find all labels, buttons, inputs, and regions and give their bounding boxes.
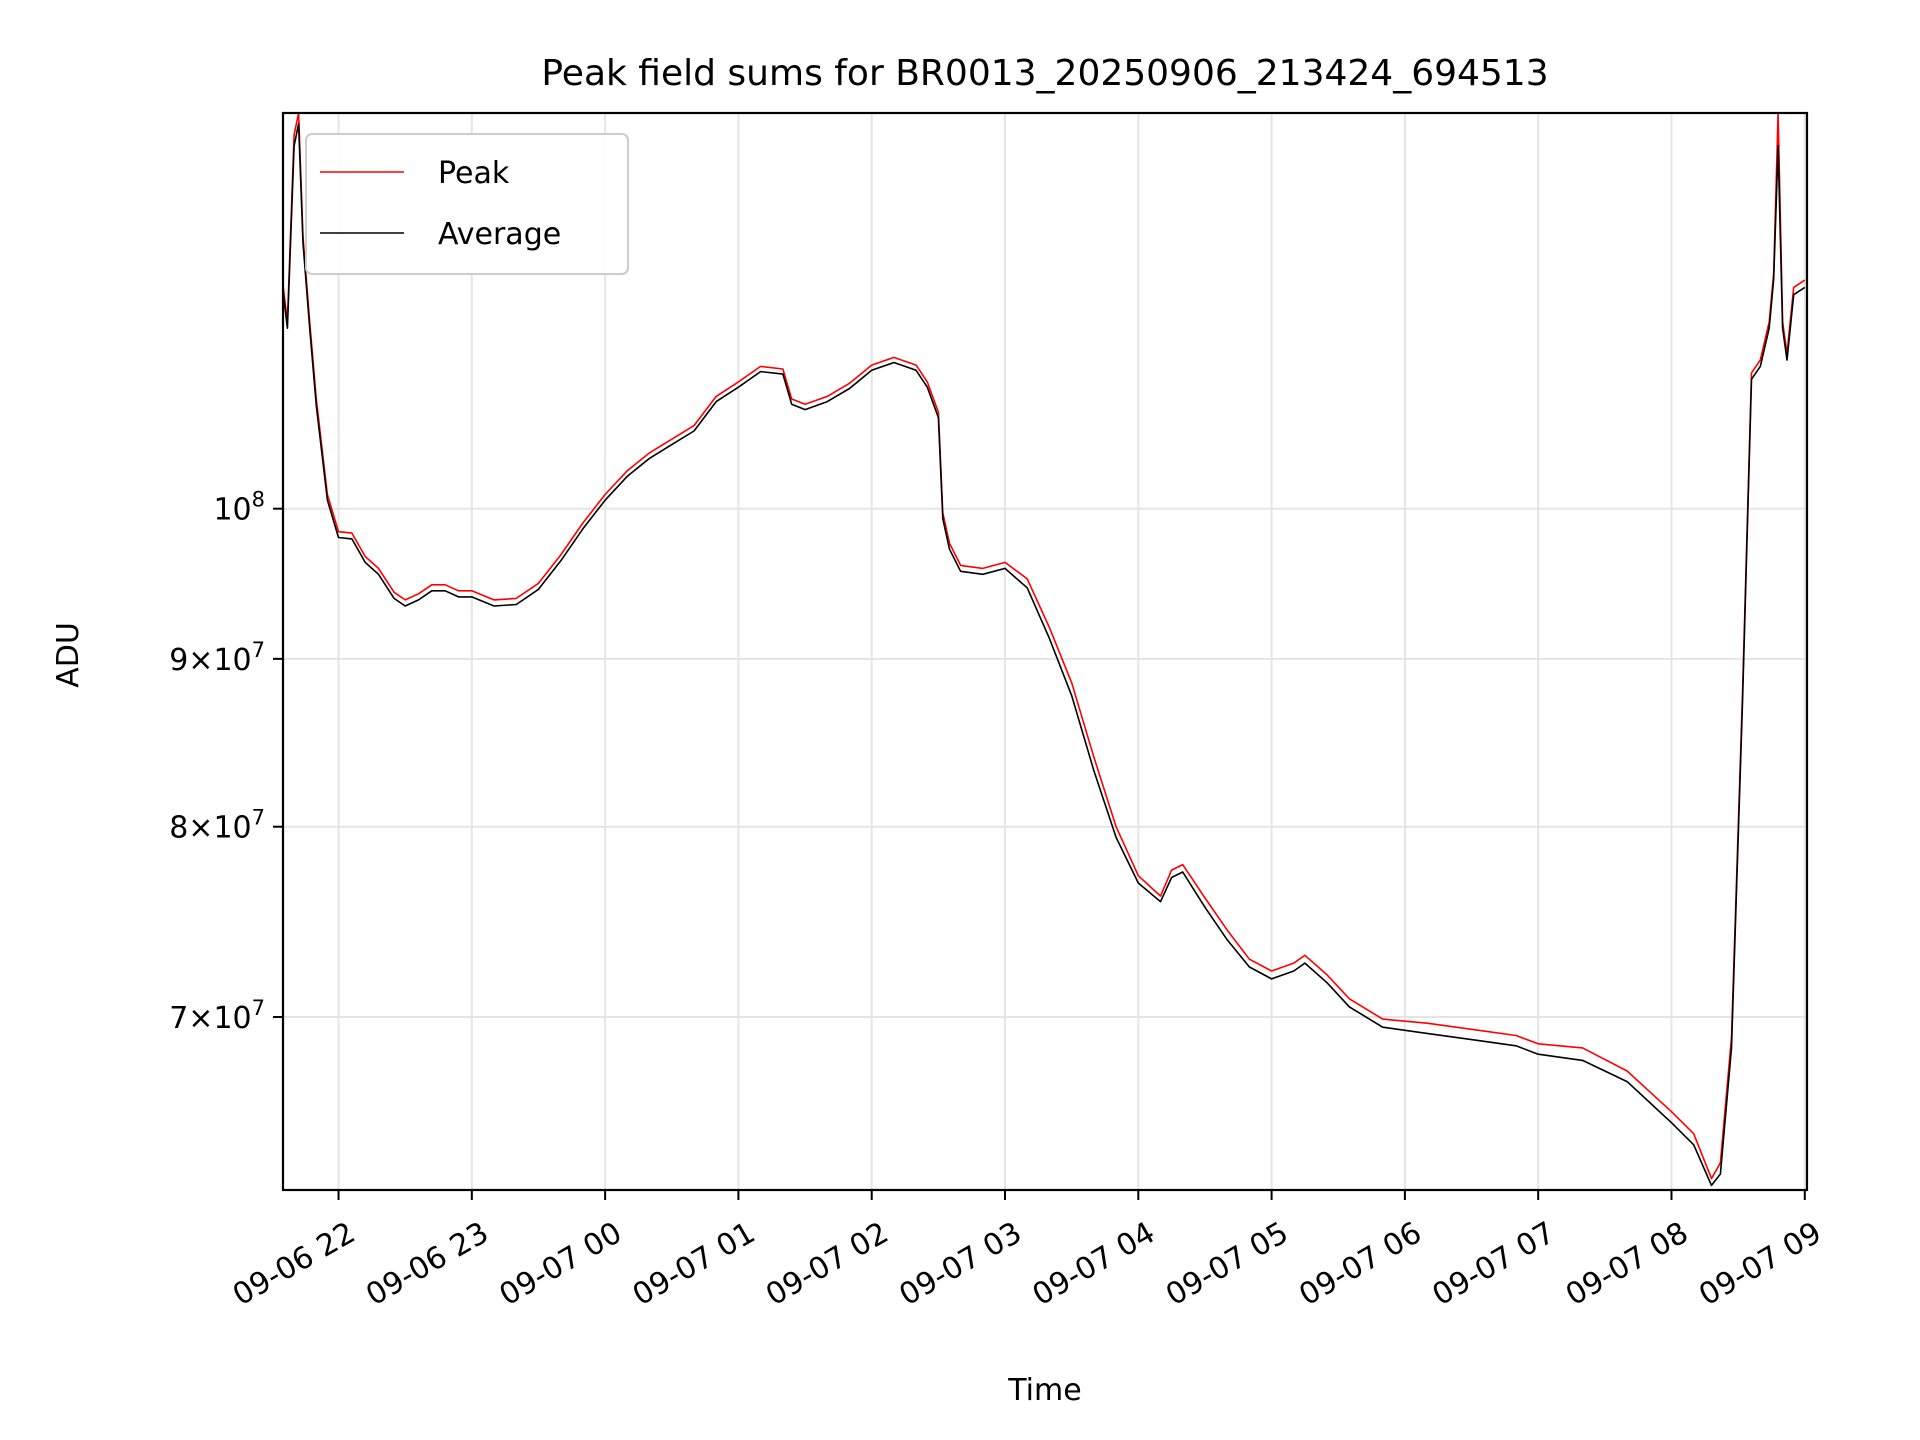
y-tick-label: 7×107 bbox=[169, 996, 265, 1036]
gridlines bbox=[283, 113, 1807, 1190]
chart-title: Peak field sums for BR0013_20250906_2134… bbox=[541, 53, 1548, 94]
x-axis-label: Time bbox=[1007, 1373, 1081, 1408]
y-axis-label: ADU bbox=[51, 622, 86, 688]
y-axis-ticks: 108 9×107 8×107 7×107 bbox=[169, 488, 283, 1036]
legend-label-average: Average bbox=[438, 217, 561, 252]
series-line-peak bbox=[282, 112, 1806, 1180]
y-tick-label: 9×107 bbox=[169, 638, 265, 678]
series-line-average bbox=[282, 123, 1806, 1187]
legend-label-peak: Peak bbox=[438, 156, 510, 191]
legend-box bbox=[305, 133, 629, 275]
y-tick-label: 8×107 bbox=[169, 806, 265, 846]
y-tick-label: 108 bbox=[213, 488, 265, 528]
plot-frame bbox=[281, 111, 1809, 1192]
series-lines bbox=[282, 112, 1806, 1187]
legend: Peak Average bbox=[305, 133, 629, 275]
